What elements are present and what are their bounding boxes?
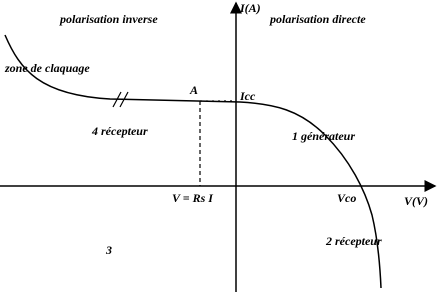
iv-curve [4,34,382,289]
label: polarisation inverse [59,12,158,26]
label: I(A) [239,1,261,15]
label: 2 récepteur [325,234,382,248]
label: V(V) [404,194,428,208]
label: V = Rs I [172,191,214,205]
label: 1 générateur [292,129,355,143]
break-mark [112,91,122,108]
label: Icc [239,89,256,103]
label: 3 [105,243,112,257]
label: 4 récepteur [91,124,148,138]
label: zone de claquage [4,61,90,75]
break-mark [119,91,129,108]
label: A [189,83,198,97]
label: Vco [337,191,356,205]
label: polarisation directe [269,12,366,26]
